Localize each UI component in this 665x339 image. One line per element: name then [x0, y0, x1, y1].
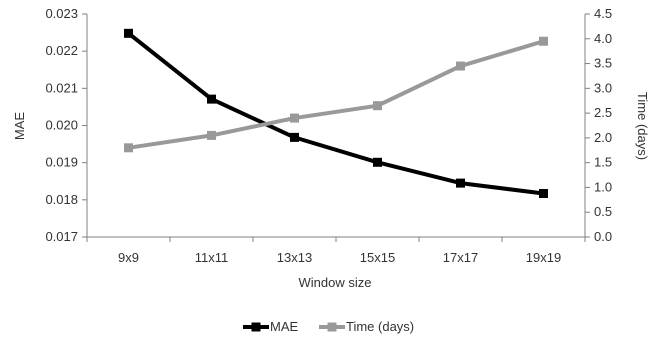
mae-point [290, 132, 299, 142]
axes [86, 14, 586, 238]
right-tick-label: 0.5 [594, 204, 612, 219]
legend-label-mae: MAE [270, 319, 299, 334]
left-tick-label: 0.018 [45, 192, 78, 207]
right-tick-label: 1.0 [594, 179, 612, 194]
legend-label-time: Time (days) [346, 319, 414, 334]
time-point [539, 36, 548, 46]
legend-item-mae: MAE [243, 319, 299, 334]
right-tick-label: 3.0 [594, 80, 612, 95]
x-tick-label: 13x13 [277, 250, 312, 265]
mae-point [373, 157, 382, 167]
right-tick-label: 4.0 [594, 31, 612, 46]
right-tick-label: 1.5 [594, 155, 612, 170]
right-tick-label: 2.0 [594, 130, 612, 145]
x-axis-ticks: 9x9 11x11 13x13 15x15 17x17 19x19 [86, 237, 586, 265]
right-axis-title: Time (days) [635, 92, 650, 160]
left-tick-label: 0.020 [45, 118, 78, 133]
right-axis-ticks: 0.0 0.5 1.0 1.5 2.0 2.5 3.0 3.5 4.0 4.5 [585, 6, 612, 244]
mae-series-line [127, 31, 544, 196]
x-tick-label: 19x19 [526, 250, 561, 265]
mae-point [124, 28, 133, 38]
right-tick-label: 2.5 [594, 105, 612, 120]
mae-point [539, 189, 548, 199]
right-tick-label: 4.5 [594, 6, 612, 21]
mae-series [124, 28, 548, 199]
time-series [124, 36, 548, 153]
left-axis-ticks: 0.017 0.018 0.019 0.020 0.021 0.022 0.023 [45, 6, 87, 244]
x-axis-title: Window size [299, 275, 372, 290]
left-tick-label: 0.021 [45, 80, 78, 95]
time-series-line [128, 39, 545, 150]
mae-point [456, 178, 465, 188]
x-tick-label: 15x15 [360, 250, 395, 265]
x-tick-label: 11x11 [195, 250, 229, 265]
x-tick-label: 17x17 [443, 250, 478, 265]
mae-point [207, 94, 216, 104]
left-tick-label: 0.017 [45, 229, 78, 244]
right-tick-label: 3.5 [594, 56, 612, 71]
time-point [207, 130, 216, 140]
left-tick-label: 0.019 [45, 155, 78, 170]
time-point [373, 101, 382, 111]
left-axis-title: MAE [12, 112, 27, 141]
right-tick-label: 0.0 [594, 229, 612, 244]
left-tick-label: 0.023 [45, 6, 78, 21]
x-tick-label: 9x9 [118, 250, 139, 265]
legend: MAE Time (days) [243, 319, 414, 334]
legend-marker-mae [251, 322, 261, 332]
left-tick-label: 0.022 [45, 43, 78, 58]
series-layer [124, 28, 548, 199]
legend-marker-time [327, 322, 337, 332]
legend-item-time: Time (days) [319, 319, 414, 334]
time-point [124, 143, 133, 153]
time-point [290, 113, 299, 123]
time-point [456, 61, 465, 71]
